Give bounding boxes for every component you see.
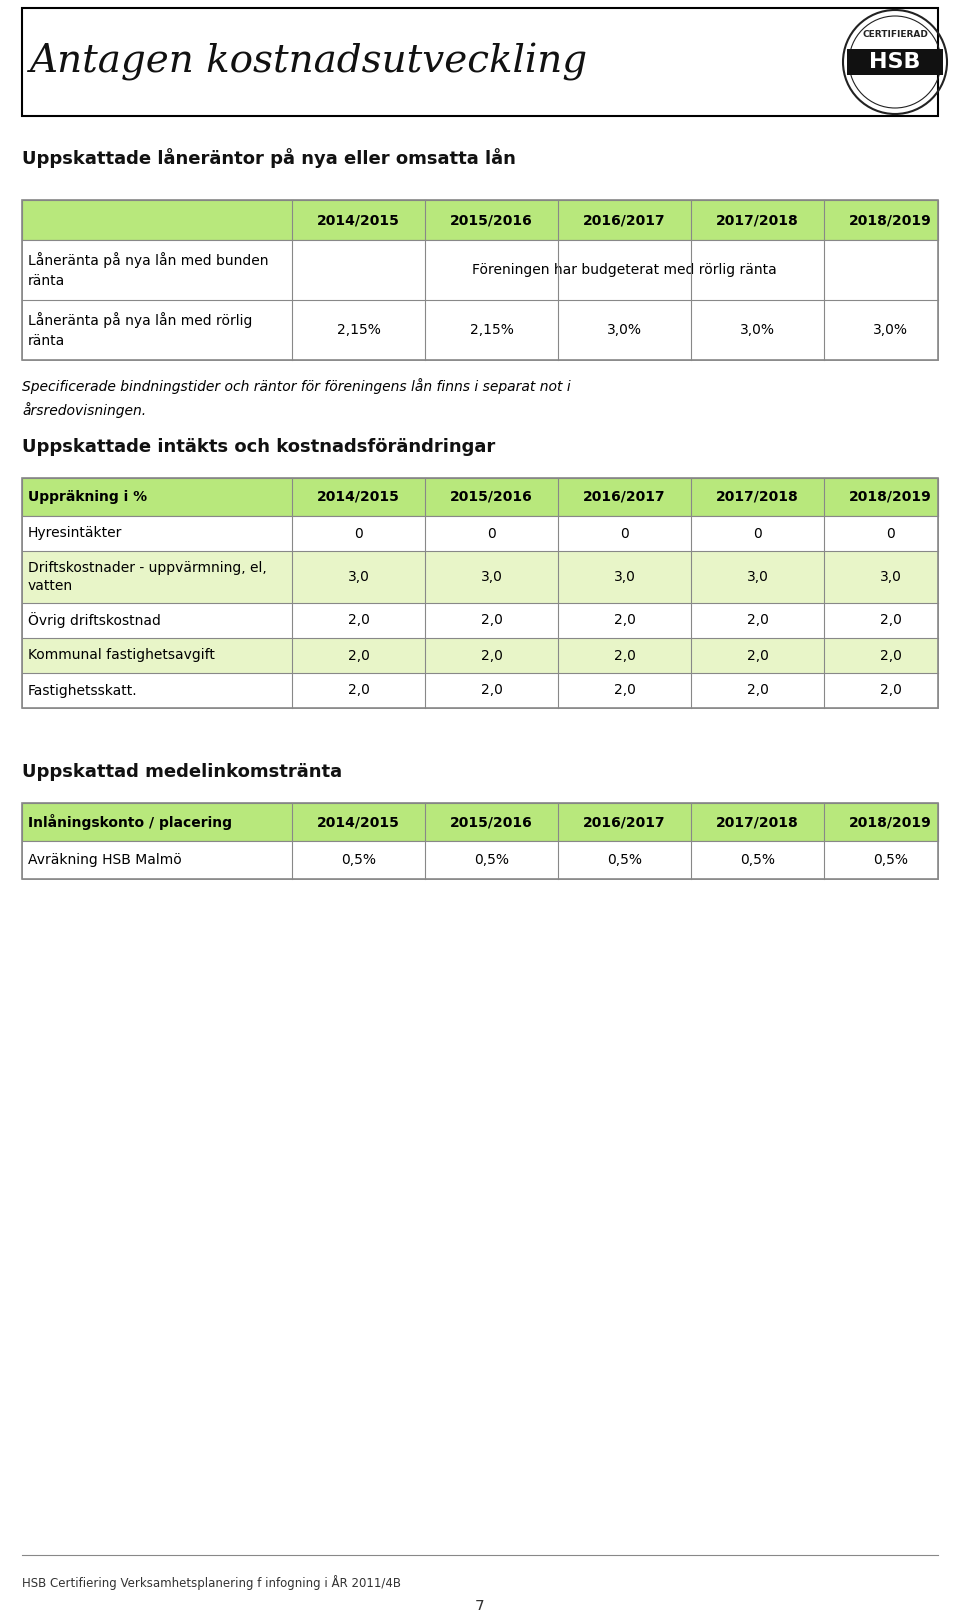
Text: 2015/2016: 2015/2016 xyxy=(450,815,533,829)
Text: 2,0: 2,0 xyxy=(747,684,768,697)
Text: 2,0: 2,0 xyxy=(481,613,502,628)
Text: 3,0: 3,0 xyxy=(613,570,636,584)
Text: 2016/2017: 2016/2017 xyxy=(583,815,666,829)
Text: 2,0: 2,0 xyxy=(348,684,370,697)
Text: 0: 0 xyxy=(754,526,762,541)
Bar xyxy=(22,840,938,879)
Text: 2,0: 2,0 xyxy=(747,613,768,628)
Text: 2014/2015: 2014/2015 xyxy=(317,489,400,504)
Bar xyxy=(22,673,938,708)
Bar xyxy=(22,200,938,361)
Bar xyxy=(22,200,938,240)
Text: Låneränta på nya lån med rörlig
ränta: Låneränta på nya lån med rörlig ränta xyxy=(28,312,252,348)
Text: 2014/2015: 2014/2015 xyxy=(317,213,400,227)
Bar xyxy=(22,803,938,840)
Text: HSB: HSB xyxy=(869,52,921,72)
Text: 2015/2016: 2015/2016 xyxy=(450,489,533,504)
Text: Kommunal fastighetsavgift: Kommunal fastighetsavgift xyxy=(28,649,215,662)
Text: Uppskattad medelinkomstränta: Uppskattad medelinkomstränta xyxy=(22,763,342,781)
Text: 2,0: 2,0 xyxy=(747,649,768,662)
Text: HSB Certifiering Verksamhetsplanering f infogning i ÅR 2011/4B: HSB Certifiering Verksamhetsplanering f … xyxy=(22,1576,401,1591)
Bar xyxy=(22,638,938,673)
Text: Driftskostnader - uppvärmning, el,
vatten: Driftskostnader - uppvärmning, el, vatte… xyxy=(28,560,267,592)
Text: 2,0: 2,0 xyxy=(613,613,636,628)
Text: 3,0%: 3,0% xyxy=(607,324,642,336)
Text: Uppräkning i %: Uppräkning i % xyxy=(28,489,147,504)
Text: Låneränta på nya lån med bunden
ränta: Låneränta på nya lån med bunden ränta xyxy=(28,253,269,288)
Text: 0: 0 xyxy=(620,526,629,541)
Text: Uppskattade låneräntor på nya eller omsatta lån: Uppskattade låneräntor på nya eller omsa… xyxy=(22,148,516,167)
Text: 2,0: 2,0 xyxy=(879,684,901,697)
Text: 0,5%: 0,5% xyxy=(873,853,908,868)
Bar xyxy=(22,299,938,361)
Text: 2014/2015: 2014/2015 xyxy=(317,815,400,829)
Bar xyxy=(22,8,938,116)
Text: 0,5%: 0,5% xyxy=(607,853,642,868)
Text: 2,0: 2,0 xyxy=(613,684,636,697)
Text: 2,0: 2,0 xyxy=(879,613,901,628)
Text: Avräkning HSB Malmö: Avräkning HSB Malmö xyxy=(28,853,181,868)
Text: 0: 0 xyxy=(886,526,895,541)
Text: 2,0: 2,0 xyxy=(879,649,901,662)
Text: 2,0: 2,0 xyxy=(481,684,502,697)
Text: 2,0: 2,0 xyxy=(613,649,636,662)
Text: Hyresintäkter: Hyresintäkter xyxy=(28,526,122,541)
Bar xyxy=(22,803,938,879)
Text: 2016/2017: 2016/2017 xyxy=(583,489,666,504)
Text: 0: 0 xyxy=(487,526,496,541)
Text: 2,0: 2,0 xyxy=(481,649,502,662)
Text: Fastighetsskatt.: Fastighetsskatt. xyxy=(28,684,137,697)
Bar xyxy=(847,48,943,76)
Text: 3,0: 3,0 xyxy=(747,570,768,584)
Bar xyxy=(22,478,938,708)
Text: 3,0%: 3,0% xyxy=(873,324,908,336)
Text: 2,0: 2,0 xyxy=(348,613,370,628)
Text: 2017/2018: 2017/2018 xyxy=(716,489,799,504)
Bar xyxy=(22,604,938,638)
Text: 3,0: 3,0 xyxy=(879,570,901,584)
Text: 2016/2017: 2016/2017 xyxy=(583,213,666,227)
Text: 0,5%: 0,5% xyxy=(341,853,376,868)
Text: Antagen kostnadsutveckling: Antagen kostnadsutveckling xyxy=(30,43,588,80)
Text: 3,0: 3,0 xyxy=(481,570,502,584)
Text: Övrig driftskostnad: Övrig driftskostnad xyxy=(28,612,161,628)
Text: 0: 0 xyxy=(354,526,363,541)
Text: 2,0: 2,0 xyxy=(348,649,370,662)
Text: 2,15%: 2,15% xyxy=(337,324,380,336)
Text: 7: 7 xyxy=(475,1599,485,1610)
Bar xyxy=(22,551,938,604)
Text: 0,5%: 0,5% xyxy=(740,853,775,868)
Bar xyxy=(22,240,938,299)
Text: 2015/2016: 2015/2016 xyxy=(450,213,533,227)
Bar xyxy=(22,515,938,551)
Text: 2018/2019: 2018/2019 xyxy=(850,815,932,829)
Bar xyxy=(22,478,938,515)
Text: 2017/2018: 2017/2018 xyxy=(716,213,799,227)
Text: 2,15%: 2,15% xyxy=(469,324,514,336)
Text: Inlåningskonto / placering: Inlåningskonto / placering xyxy=(28,815,232,831)
Text: Specificerade bindningstider och räntor för föreningens lån finns i separat not : Specificerade bindningstider och räntor … xyxy=(22,378,571,417)
Text: 2018/2019: 2018/2019 xyxy=(850,213,932,227)
Text: 3,0%: 3,0% xyxy=(740,324,775,336)
Text: CERTIFIERAD: CERTIFIERAD xyxy=(862,31,928,40)
Text: 2018/2019: 2018/2019 xyxy=(850,489,932,504)
Text: 0,5%: 0,5% xyxy=(474,853,509,868)
Text: Föreningen har budgeterat med rörlig ränta: Föreningen har budgeterat med rörlig rän… xyxy=(472,262,777,277)
Text: Uppskattade intäkts och kostnadsförändringar: Uppskattade intäkts och kostnadsförändri… xyxy=(22,438,495,456)
Text: 3,0: 3,0 xyxy=(348,570,370,584)
Text: 2017/2018: 2017/2018 xyxy=(716,815,799,829)
